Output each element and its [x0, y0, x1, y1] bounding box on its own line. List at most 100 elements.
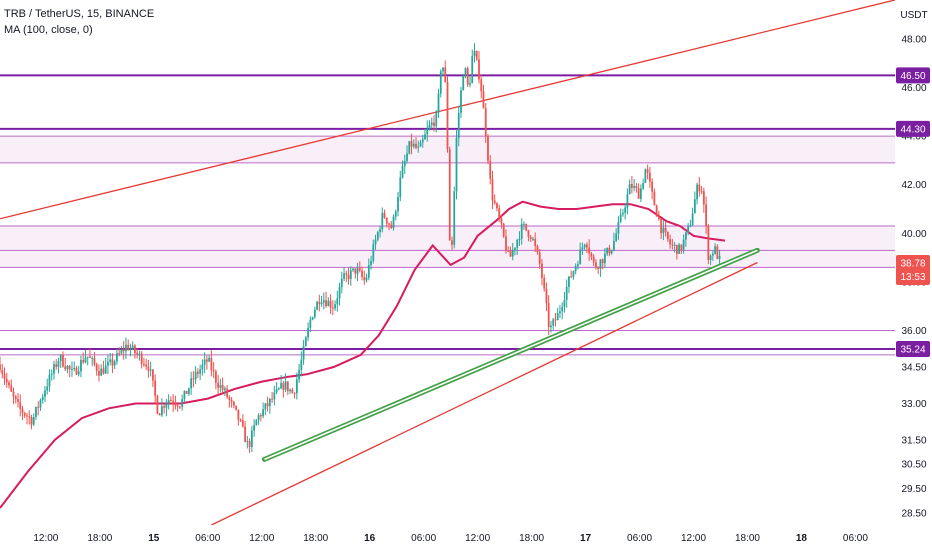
candle-body [291, 389, 294, 393]
candle-body [228, 397, 231, 400]
candle-body [352, 268, 354, 271]
candle-body [48, 374, 51, 387]
candle-body [172, 401, 175, 404]
candle-body [644, 169, 647, 183]
candle-body [241, 420, 244, 427]
candle-body [399, 177, 402, 198]
candle-body [491, 178, 494, 201]
candle-body [655, 205, 658, 217]
candle-body [271, 398, 273, 400]
ma-line[interactable] [0, 200, 726, 509]
support-trendline [261, 247, 760, 462]
channel-lower-line[interactable] [211, 261, 758, 526]
candle-body [322, 300, 325, 303]
candle-body [532, 238, 534, 240]
zone-band [0, 226, 895, 251]
candle-body [626, 194, 629, 208]
candle-body [23, 412, 26, 416]
y-tick-label: 46.00 [901, 83, 926, 94]
candle-body [568, 276, 570, 287]
candle-body [547, 303, 550, 328]
candle-body [37, 406, 40, 408]
candle-body [289, 389, 291, 392]
y-tick-label: 28.50 [901, 508, 926, 519]
level-badge-label: 44.30 [900, 124, 925, 135]
candle-body [448, 149, 451, 241]
candle-body [662, 227, 665, 234]
candle-body [183, 390, 186, 400]
candle-body [266, 403, 269, 407]
candle-body [541, 263, 543, 278]
candle-body [574, 266, 577, 272]
candle-body [68, 366, 71, 370]
candle-body [570, 276, 573, 278]
candle-body [498, 208, 501, 219]
candle-body [338, 286, 341, 299]
current-price-badge[interactable] [896, 254, 930, 285]
candle-body [489, 160, 492, 179]
candle-body [125, 344, 127, 352]
candle-body [597, 267, 600, 269]
candle-body [716, 246, 719, 259]
candle-body [624, 207, 627, 213]
candle-body [419, 142, 422, 147]
candle-body [226, 388, 229, 398]
candle-body [675, 244, 678, 254]
candle-body [0, 364, 1, 371]
symbol-title[interactable]: TRB / TetherUS, 15, BINANCE [4, 8, 155, 20]
candle-body [147, 366, 150, 371]
indicator-label[interactable]: MA (100, close, 0) [4, 24, 93, 36]
horizontal-levels [0, 74, 895, 356]
currency-label: USDT [900, 10, 927, 21]
time-axis[interactable]: 12:00 18:00 15 06:00 12:00 18:00 16 06:00 12:00 1… [0, 525, 895, 550]
level-badge[interactable] [896, 67, 930, 84]
level-badge[interactable] [896, 341, 930, 358]
candle-body [127, 344, 130, 350]
candle-body [8, 382, 10, 386]
candle-body [320, 302, 323, 304]
candle-body [529, 236, 532, 239]
candles [0, 43, 721, 453]
candle-body [277, 388, 280, 390]
candle-body [82, 360, 85, 363]
candle-body [595, 262, 597, 268]
candle-body [259, 415, 262, 417]
candle-body [30, 417, 33, 425]
x-tick-label: 18:00 [735, 533, 760, 544]
candle-body [134, 345, 136, 354]
candle-body [700, 191, 703, 193]
candle-body [5, 378, 8, 383]
candle-body [311, 317, 314, 320]
candle-body [129, 348, 132, 350]
candle-body [203, 359, 206, 365]
candle-body [403, 161, 406, 167]
candle-body [682, 239, 685, 251]
candle-body [118, 353, 121, 355]
candle-body [622, 212, 624, 215]
candle-body [572, 271, 575, 278]
candle-body [711, 253, 714, 256]
candle-body [523, 223, 525, 225]
candle-body [268, 398, 271, 407]
y-tick-label: 34.50 [901, 363, 926, 374]
candle-body [349, 270, 352, 279]
candle-body [630, 184, 633, 188]
candle-body [340, 278, 343, 287]
y-tick-label: 42.00 [901, 180, 926, 191]
y-tick-label: 33.00 [901, 399, 926, 410]
candle-body [442, 67, 444, 72]
candle-body [239, 419, 242, 421]
candle-body [514, 247, 516, 250]
candle-body [196, 371, 199, 374]
price-badges: 46.50 44.30 35.24 38.78 13:53 [896, 67, 930, 358]
candle-body [586, 244, 588, 248]
level-badge[interactable] [896, 120, 930, 137]
candle-body [95, 364, 98, 371]
candle-body [77, 371, 80, 375]
candle-body [143, 363, 145, 365]
candle-body [705, 204, 708, 227]
candle-body [219, 384, 222, 388]
candle-body [161, 406, 163, 416]
candle-body [109, 359, 112, 362]
